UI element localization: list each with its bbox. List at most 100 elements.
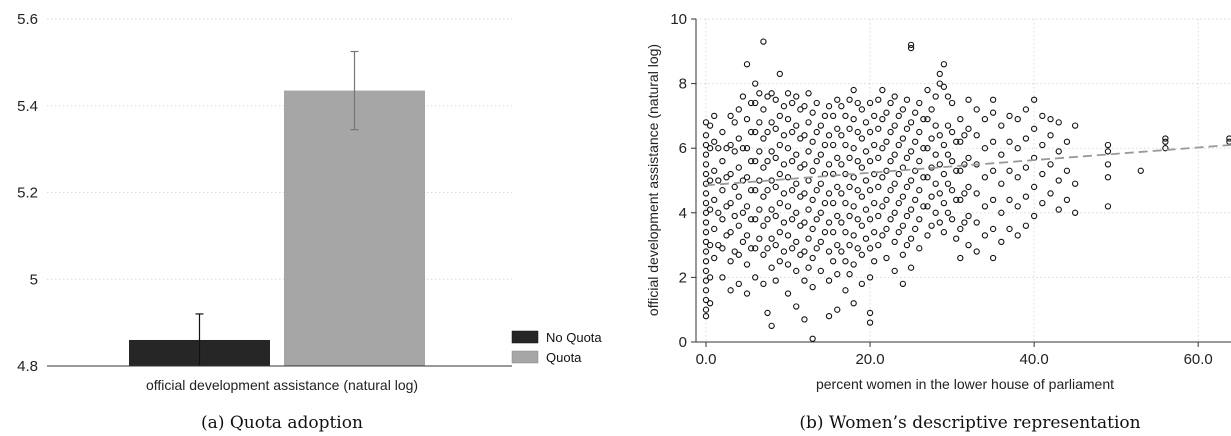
scatter-point <box>768 90 775 97</box>
scatter-point <box>834 154 841 162</box>
scatter-point <box>756 119 763 126</box>
scatter-point <box>727 112 734 120</box>
scatter-point <box>871 170 878 178</box>
scatter-point <box>871 258 878 265</box>
scatter-point <box>1104 141 1112 149</box>
scatter-point <box>879 115 886 123</box>
scatter-point <box>989 109 997 116</box>
scatter-point <box>825 161 833 168</box>
scatter-point <box>829 170 837 178</box>
scatter-point <box>788 99 796 107</box>
scatter-point <box>858 280 866 288</box>
scatter-point <box>850 115 857 123</box>
scatter-point <box>702 229 710 236</box>
bar-chart-y-tick-label: 5.6 <box>17 11 38 28</box>
scatter-point <box>907 235 915 242</box>
scatter-point <box>1071 209 1079 216</box>
scatter-point <box>711 138 718 145</box>
scatter-point <box>752 187 759 194</box>
scatter-point <box>932 122 939 129</box>
scatter-point <box>981 232 989 239</box>
bar-quota <box>284 90 425 366</box>
scatter-point <box>944 122 952 129</box>
scatter-point <box>829 141 837 149</box>
scatter-point <box>1030 183 1038 191</box>
scatter-point <box>912 196 919 204</box>
scatter-point <box>899 280 907 288</box>
scatter-point <box>793 180 800 187</box>
scatter-point <box>743 61 751 68</box>
scatter-point <box>875 183 882 191</box>
scatter-y-ticks: 0 2 4 6 8 10 <box>670 11 696 351</box>
scatter-point <box>764 93 771 100</box>
scatter-point <box>875 154 882 162</box>
scatter-point <box>756 90 763 97</box>
scatter-point <box>866 187 874 194</box>
scatter-point <box>797 193 804 200</box>
scatter-point <box>1104 161 1112 168</box>
scatter-point <box>801 248 808 255</box>
scatter-point <box>858 222 866 229</box>
scatter-point <box>875 96 882 103</box>
scatter-point <box>1104 148 1112 155</box>
scatter-point <box>834 125 841 132</box>
scatter-x-tick-label: 60.0 <box>1184 351 1213 368</box>
scatter-point <box>784 174 792 181</box>
scatter-point <box>1039 141 1046 149</box>
scatter-point <box>727 199 734 207</box>
scatter-point <box>895 141 902 149</box>
scatter-point <box>723 232 730 239</box>
scatter-point <box>764 128 771 136</box>
scatter-point <box>834 96 841 103</box>
scatter-point <box>838 103 845 110</box>
scatter-point <box>907 119 915 126</box>
bar-chart-gridlines <box>47 18 512 367</box>
scatter-point <box>735 106 742 113</box>
scatter-point <box>760 280 767 288</box>
scatter-point <box>706 206 714 213</box>
scatter-point <box>862 148 870 155</box>
scatter-point <box>989 225 997 233</box>
scatter-point <box>805 177 812 184</box>
scatter-point <box>788 216 796 223</box>
scatter-point <box>920 115 927 123</box>
scatter-point <box>948 216 956 223</box>
scatter-point <box>891 122 898 129</box>
scatter-point <box>719 245 726 252</box>
scatter-point <box>854 99 861 107</box>
bar-chart-y-tick-label: 5 <box>30 271 38 288</box>
scatter-point <box>743 145 751 152</box>
scatter-point <box>805 90 812 97</box>
scatter-point <box>821 199 829 207</box>
scatter-point <box>801 161 808 168</box>
scatter-point <box>793 303 800 310</box>
scatter-point <box>891 209 898 216</box>
scatter-point <box>829 199 837 207</box>
scatter-point <box>702 296 710 304</box>
scatter-point <box>702 161 710 168</box>
scatter-point <box>907 148 915 155</box>
scatter-y-tick-label: 0 <box>679 334 687 351</box>
scatter-point <box>879 174 886 181</box>
scatter-point <box>1014 232 1021 239</box>
scatter-point <box>706 241 714 249</box>
scatter-point <box>965 212 972 220</box>
scatter-point <box>731 119 738 126</box>
caption-b: (b) Women’s descriptive representation <box>799 413 1140 433</box>
scatter-point <box>920 203 927 210</box>
scatter-point <box>702 258 710 265</box>
scatter-point <box>920 174 927 181</box>
scatter-point <box>760 38 767 45</box>
scatter-point <box>998 209 1005 216</box>
scatter-point <box>858 193 866 200</box>
scatter-point <box>768 235 775 242</box>
scatter-point <box>821 229 829 236</box>
scatter-point <box>1030 125 1038 132</box>
scatter-point <box>842 287 849 294</box>
scatter-point <box>801 103 808 110</box>
scatter-point <box>752 274 759 281</box>
scatter-point <box>912 109 919 116</box>
scatter-point <box>702 287 710 294</box>
scatter-point <box>1047 115 1054 123</box>
scatter-point <box>702 248 710 255</box>
